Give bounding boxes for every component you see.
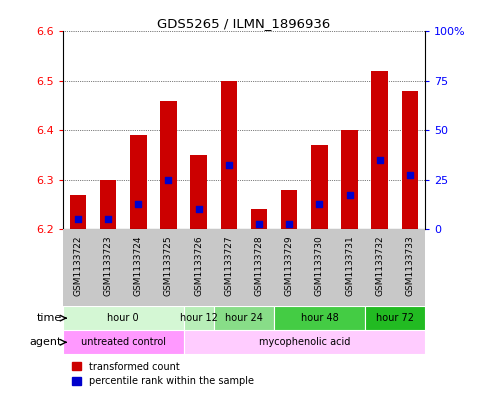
Text: GSM1133730: GSM1133730 (315, 235, 324, 296)
Text: hour 12: hour 12 (180, 313, 217, 323)
Point (225, 162, 233, 168)
Bar (365, 306, 425, 330)
Legend: transformed count, percentile rank within the sample: transformed count, percentile rank withi… (68, 358, 258, 390)
Bar (311, 145, 327, 229)
Bar (184, 306, 213, 330)
Title: GDS5265 / ILMN_1896936: GDS5265 / ILMN_1896936 (157, 17, 330, 30)
Bar (402, 91, 418, 229)
Point (165, 176, 172, 183)
Bar (63, 330, 184, 354)
Text: GSM1133725: GSM1133725 (164, 235, 173, 296)
Text: GSM1133722: GSM1133722 (73, 235, 83, 296)
Text: GSM1133731: GSM1133731 (345, 235, 354, 296)
Bar (70, 195, 86, 229)
Point (74, 216, 82, 222)
Bar (213, 306, 274, 330)
Text: GSM1133723: GSM1133723 (103, 235, 113, 296)
Text: GSM1133724: GSM1133724 (134, 235, 143, 296)
Bar (160, 101, 177, 229)
Text: hour 24: hour 24 (225, 313, 263, 323)
Point (315, 201, 323, 208)
Text: GSM1133732: GSM1133732 (375, 235, 384, 296)
Point (255, 221, 263, 228)
Bar (274, 306, 365, 330)
Point (285, 221, 293, 228)
Text: GSM1133726: GSM1133726 (194, 235, 203, 296)
Point (104, 216, 112, 222)
Text: GSM1133728: GSM1133728 (255, 235, 264, 296)
Text: hour 48: hour 48 (300, 313, 338, 323)
Bar (251, 209, 267, 229)
Point (406, 172, 414, 178)
Text: hour 0: hour 0 (107, 313, 139, 323)
Bar (221, 81, 237, 229)
Point (195, 206, 202, 213)
Text: GSM1133733: GSM1133733 (405, 235, 414, 296)
Bar (371, 71, 388, 229)
Text: time: time (37, 313, 62, 323)
Text: untreated control: untreated control (81, 337, 166, 347)
Text: GSM1133729: GSM1133729 (284, 235, 294, 296)
Bar (341, 130, 358, 229)
Bar (130, 135, 146, 229)
Text: mycophenolic acid: mycophenolic acid (258, 337, 350, 347)
Bar (63, 306, 184, 330)
Point (346, 191, 354, 198)
Text: GSM1133727: GSM1133727 (224, 235, 233, 296)
Point (134, 201, 142, 208)
Text: hour 72: hour 72 (376, 313, 414, 323)
Text: agent: agent (30, 337, 62, 347)
Bar (190, 155, 207, 229)
Point (376, 157, 384, 163)
Bar (281, 189, 298, 229)
Bar (184, 330, 425, 354)
Bar (100, 180, 116, 229)
